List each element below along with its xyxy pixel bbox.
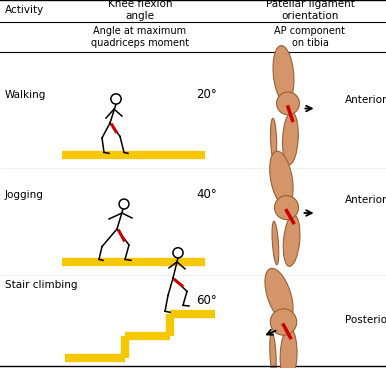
- Ellipse shape: [272, 221, 279, 265]
- Text: Knee flexion
angle: Knee flexion angle: [108, 0, 172, 21]
- Text: Anterior: Anterior: [345, 95, 386, 105]
- Circle shape: [119, 199, 129, 209]
- Text: Patellar ligament
orientation: Patellar ligament orientation: [266, 0, 354, 21]
- Text: Jogging: Jogging: [5, 190, 44, 200]
- Ellipse shape: [280, 328, 297, 368]
- Text: Anterior: Anterior: [345, 195, 386, 205]
- Text: Angle at maximum
quadriceps moment: Angle at maximum quadriceps moment: [91, 26, 189, 48]
- Ellipse shape: [270, 151, 293, 206]
- Circle shape: [270, 309, 297, 335]
- Text: AP component
on tibia: AP component on tibia: [274, 26, 345, 48]
- Text: 40°: 40°: [196, 188, 217, 202]
- Circle shape: [274, 196, 298, 220]
- Text: Walking: Walking: [5, 90, 46, 100]
- Ellipse shape: [283, 215, 300, 266]
- Ellipse shape: [271, 118, 277, 162]
- Text: 60°: 60°: [196, 294, 217, 307]
- Text: Activity: Activity: [5, 5, 44, 15]
- Ellipse shape: [270, 333, 276, 368]
- Ellipse shape: [273, 46, 294, 102]
- Text: 20°: 20°: [196, 88, 217, 102]
- Text: Stair climbing: Stair climbing: [5, 280, 78, 290]
- Circle shape: [173, 248, 183, 258]
- Circle shape: [277, 92, 300, 115]
- Ellipse shape: [283, 112, 298, 165]
- Circle shape: [111, 94, 121, 104]
- Text: Posterior: Posterior: [345, 315, 386, 325]
- Ellipse shape: [265, 268, 293, 322]
